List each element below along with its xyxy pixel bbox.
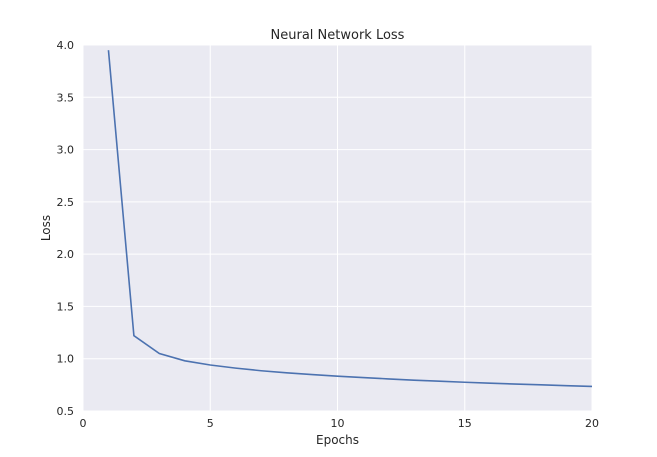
x-tick-label: 10 [331,417,345,430]
y-tick-label: 1.0 [57,353,75,366]
x-axis-ticks: 0 5 10 15 20 [80,417,600,430]
loss-series-line [107,50,593,388]
y-tick-label: 3.5 [57,91,75,104]
y-tick-label: 2.5 [57,196,75,209]
y-axis-label: Loss [39,215,53,241]
x-tick-label: 15 [458,417,472,430]
x-tick-label: 20 [585,417,599,430]
x-tick-label: 0 [80,417,87,430]
y-tick-label: 2.0 [57,248,75,261]
y-axis-ticks: 0.5 1.0 1.5 2.0 2.5 3.0 3.5 4.0 [57,39,75,418]
x-axis-label: Epochs [316,433,359,447]
y-tick-label: 0.5 [57,405,75,418]
y-tick-label: 3.0 [57,144,75,157]
x-tick-label: 5 [207,417,214,430]
chart-title: Neural Network Loss [271,28,405,43]
y-tick-label: 4.0 [57,39,75,52]
y-tick-label: 1.5 [57,300,75,313]
grid-lines [82,44,593,412]
